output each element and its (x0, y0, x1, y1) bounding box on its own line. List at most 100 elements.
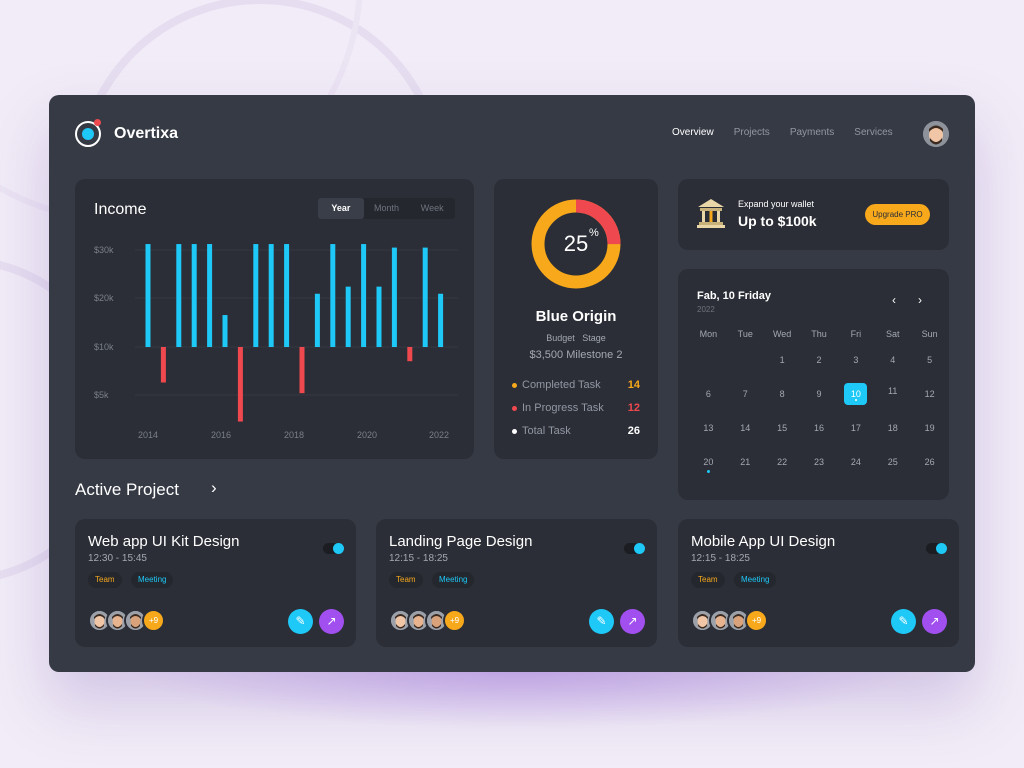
calendar-day[interactable]: 15 (764, 411, 801, 445)
calendar-day[interactable]: 4 (874, 343, 911, 377)
more-members-badge[interactable]: +9 (142, 609, 165, 632)
income-bar[interactable] (222, 315, 228, 347)
calendar-day[interactable]: 23 (801, 445, 838, 479)
project-card-toggle[interactable] (926, 543, 947, 554)
more-members-badge[interactable]: +9 (745, 609, 768, 632)
pencil-icon[interactable]: ✎ (589, 609, 614, 634)
x-tick-label: 2018 (284, 430, 304, 440)
member-avatar[interactable] (88, 609, 111, 632)
upgrade-pro-button[interactable]: Upgrade PRO (865, 204, 930, 225)
chevron-right-icon[interactable]: › (918, 293, 922, 307)
expense-bar[interactable] (160, 347, 166, 383)
member-avatar[interactable] (709, 609, 732, 632)
calendar-day[interactable]: 17 (837, 411, 874, 445)
income-bar[interactable] (191, 244, 197, 347)
nav-overview[interactable]: Overview (672, 127, 714, 138)
project-card[interactable]: Web app UI Kit Design 12:30 - 15:45 Team… (75, 519, 356, 647)
income-bar[interactable] (391, 247, 397, 347)
income-bar[interactable] (438, 293, 444, 347)
calendar-day[interactable]: 26 (911, 445, 948, 479)
income-bar[interactable] (284, 244, 290, 347)
calendar-day-label: 22 (777, 457, 788, 467)
calendar-day[interactable]: 25 (874, 445, 911, 479)
calendar-day-label: 14 (740, 423, 751, 433)
chevron-left-icon[interactable]: ‹ (892, 293, 896, 307)
member-avatar[interactable] (407, 609, 430, 632)
project-card-toggle[interactable] (323, 543, 344, 554)
calendar-day[interactable]: 19 (911, 411, 948, 445)
income-bar[interactable] (145, 244, 151, 347)
stat-in-progress-bullet (512, 405, 517, 411)
calendar-day[interactable]: 3 (837, 343, 874, 377)
arrow-up-right-icon[interactable]: ↗ (922, 609, 947, 634)
income-bar[interactable] (314, 293, 320, 347)
income-bar[interactable] (268, 244, 274, 347)
chevron-right-icon[interactable]: › (211, 478, 217, 497)
stat-total-value: 26 (627, 425, 640, 437)
member-avatar-icon (693, 611, 712, 630)
calendar-day[interactable]: 7 (727, 377, 764, 411)
progress-donut (531, 199, 621, 289)
y-tick-label: $20k (94, 293, 114, 303)
calendar-day[interactable]: 1 (764, 343, 801, 377)
calendar-day[interactable]: 12 (911, 377, 948, 411)
calendar-day[interactable]: 11 (874, 377, 911, 411)
calendar-day[interactable]: 13 (690, 411, 727, 445)
project-card[interactable]: Landing Page Design 12:15 - 18:25 Team M… (376, 519, 657, 647)
member-avatar[interactable] (106, 609, 129, 632)
calendar-day[interactable]: 5 (911, 343, 948, 377)
expense-bar[interactable] (299, 347, 305, 394)
tag-meeting[interactable]: Meeting (131, 572, 174, 588)
y-tick-label: $10k (94, 342, 114, 352)
project-card-toggle[interactable] (624, 543, 645, 554)
project-card[interactable]: Mobile App UI Design 12:15 - 18:25 Team … (678, 519, 959, 647)
income-bar[interactable] (345, 286, 351, 347)
calendar-day[interactable]: 21 (727, 445, 764, 479)
expense-bar[interactable] (237, 347, 243, 422)
nav-payments[interactable]: Payments (789, 127, 835, 138)
dashboard-window: Overtixa Overview Projects Payments Serv… (49, 95, 975, 672)
income-bar[interactable] (176, 244, 182, 347)
calendar-day[interactable]: 8 (764, 377, 801, 411)
income-bar[interactable] (253, 244, 259, 347)
calendar-weekday: Fri (850, 329, 862, 339)
brand-logo-icon[interactable] (75, 119, 101, 147)
brand-name: Overtixa (114, 125, 179, 142)
calendar-day[interactable]: 2 (801, 343, 838, 377)
member-avatar[interactable] (124, 609, 147, 632)
range-tab-year[interactable]: Year (318, 198, 364, 219)
calendar-day-label: 26 (924, 457, 935, 467)
income-bar[interactable] (207, 244, 213, 347)
income-bar[interactable] (361, 244, 367, 347)
expense-bar[interactable] (407, 347, 413, 362)
calendar-day[interactable]: 14 (727, 411, 764, 445)
arrow-up-right-icon[interactable]: ↗ (319, 609, 344, 634)
tag-team[interactable]: Team (88, 572, 122, 588)
calendar-day[interactable]: 20 (690, 445, 727, 479)
income-bar[interactable] (376, 286, 382, 347)
nav-services[interactable]: Services (854, 127, 893, 138)
tag-team[interactable]: Team (691, 572, 725, 588)
range-tab-month[interactable]: Month (374, 203, 400, 213)
calendar-day[interactable]: 18 (874, 411, 911, 445)
calendar-day[interactable]: 16 (801, 411, 838, 445)
calendar-day[interactable]: 10 (837, 377, 874, 411)
calendar-day[interactable]: 9 (801, 377, 838, 411)
calendar-year: 2022 (697, 305, 715, 314)
range-tab-week[interactable]: Week (420, 203, 444, 213)
calendar-day[interactable]: 22 (764, 445, 801, 479)
income-bar[interactable] (422, 247, 428, 347)
nav-projects[interactable]: Projects (733, 127, 770, 138)
more-members-badge[interactable]: +9 (443, 609, 466, 632)
income-bar[interactable] (330, 244, 336, 347)
tag-team[interactable]: Team (389, 572, 423, 588)
tag-meeting[interactable]: Meeting (734, 572, 777, 588)
member-avatars: +9 (691, 609, 768, 632)
pencil-icon[interactable]: ✎ (891, 609, 916, 634)
user-avatar[interactable] (923, 121, 949, 147)
arrow-up-right-icon[interactable]: ↗ (620, 609, 645, 634)
pencil-icon[interactable]: ✎ (288, 609, 313, 634)
tag-meeting[interactable]: Meeting (432, 572, 475, 588)
calendar-day[interactable]: 6 (690, 377, 727, 411)
calendar-day[interactable]: 24 (837, 445, 874, 479)
